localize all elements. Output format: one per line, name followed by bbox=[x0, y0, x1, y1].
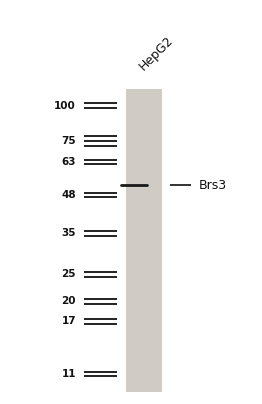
Text: 100: 100 bbox=[54, 101, 76, 111]
Text: 48: 48 bbox=[61, 190, 76, 200]
Text: Brs3: Brs3 bbox=[199, 179, 227, 192]
Text: HepG2: HepG2 bbox=[136, 34, 176, 73]
Bar bbox=[126, 89, 162, 392]
Text: 17: 17 bbox=[61, 316, 76, 326]
Text: 75: 75 bbox=[61, 136, 76, 146]
Text: 11: 11 bbox=[62, 369, 76, 379]
Text: 20: 20 bbox=[62, 297, 76, 306]
Text: 35: 35 bbox=[62, 228, 76, 238]
Text: 63: 63 bbox=[62, 157, 76, 167]
Text: 25: 25 bbox=[62, 269, 76, 279]
